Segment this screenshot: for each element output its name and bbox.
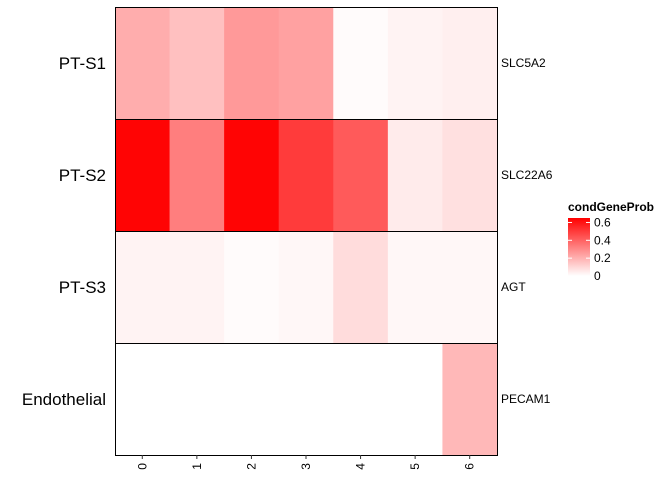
heatmap-cell: [278, 343, 334, 455]
heatmap-cell: [169, 231, 225, 343]
legend-tick-label: 0.2: [594, 251, 611, 265]
heatmap-cell: [278, 119, 334, 231]
row-labels: PT-S1 PT-S2 PT-S3 Endothelial: [22, 54, 106, 409]
heatmap-cell: [115, 7, 170, 119]
heatmap-cell: [224, 343, 280, 455]
color-legend: condGeneProb 0 0.2 0.4 0.6: [568, 200, 654, 283]
row-label: Endothelial: [22, 390, 106, 409]
gene-label: PECAM1: [501, 392, 551, 406]
heatmap-cell: [387, 119, 443, 231]
heatmap-cell: [387, 343, 443, 455]
legend-title: condGeneProb: [568, 200, 654, 214]
legend-tick-label: 0: [594, 269, 601, 283]
row-label: PT-S3: [59, 278, 106, 297]
heatmap-cell: [442, 231, 498, 343]
heatmap-cell: [333, 231, 389, 343]
legend-ticks: 0 0.2 0.4 0.6: [568, 215, 611, 283]
heatmap-cell: [169, 7, 225, 119]
heatmap-cell: [387, 7, 443, 119]
heatmap-cell: [224, 7, 280, 119]
heatmap-cell: [115, 343, 170, 455]
heatmap-cell: [278, 7, 334, 119]
column-label: 1: [190, 463, 204, 470]
column-label: 0: [135, 463, 149, 470]
heatmap-cell: [333, 119, 389, 231]
heatmap-cell: [169, 343, 225, 455]
heatmap-cell: [333, 343, 389, 455]
legend-tick-label: 0.6: [594, 215, 611, 229]
row-panel-borders: [115, 7, 498, 456]
column-label: 3: [299, 463, 313, 470]
gene-label: SLC5A2: [501, 56, 546, 70]
row-panel-border: [115, 343, 498, 456]
heatmap-cell: [224, 231, 280, 343]
cells-layer: [115, 7, 498, 455]
column-label: 4: [354, 463, 368, 470]
heatmap-cell: [169, 119, 225, 231]
heatmap-cell: [387, 231, 443, 343]
heatmap-cell: [442, 7, 498, 119]
gene-label: AGT: [501, 280, 526, 294]
gene-label: SLC22A6: [501, 168, 553, 182]
heatmap-cell: [333, 7, 389, 119]
row-label: PT-S1: [59, 54, 106, 73]
heatmap-cell: [442, 119, 498, 231]
heatmap-cell: [115, 231, 170, 343]
column-labels: 0 1 2 3 4 5 6: [135, 455, 477, 470]
legend-tick-label: 0.4: [594, 233, 611, 247]
heatmap-cell: [442, 343, 498, 455]
heatmap-cell: [278, 231, 334, 343]
heatmap-cell: [224, 119, 280, 231]
heatmap-cell: [115, 119, 170, 231]
column-label: 6: [463, 463, 477, 470]
column-label: 2: [244, 463, 258, 470]
legend-colorbar: [568, 218, 590, 276]
row-label: PT-S2: [59, 166, 106, 185]
gene-labels: SLC5A2 SLC22A6 AGT PECAM1: [501, 56, 553, 406]
column-label: 5: [408, 463, 422, 470]
